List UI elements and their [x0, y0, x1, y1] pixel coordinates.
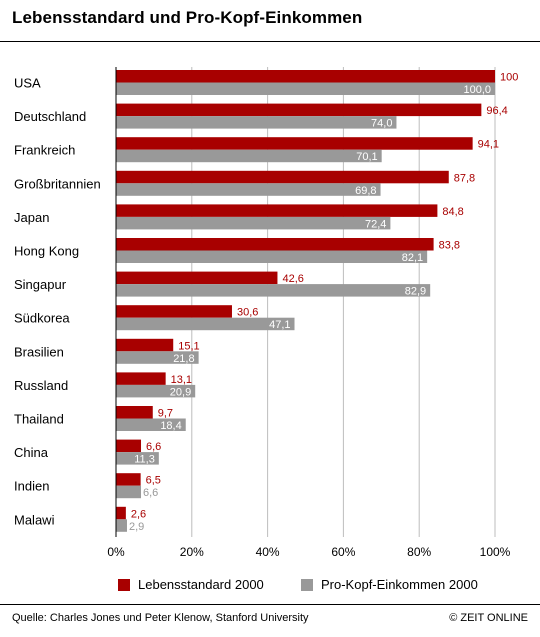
bar-einkommen-usa [116, 82, 495, 95]
bar-einkommen-sudkorea [116, 317, 295, 331]
category-label-malawi: Malawi [14, 512, 55, 527]
bar-einkommen-indien [116, 485, 142, 499]
bar-einkommen-thailand [116, 418, 186, 431]
legend-label-einkommen: Pro-Kopf-Einkommen 2000 [321, 577, 478, 592]
data-label-einkommen-hong-kong: 82,1 [402, 252, 423, 264]
data-label-einkommen-thailand: 18,4 [160, 420, 181, 432]
bar-lebensstandard-china [116, 439, 142, 453]
data-label-einkommen-frankreich: 70,1 [356, 151, 377, 163]
data-label-lebensstandard-deutschland: 96,4 [486, 105, 507, 117]
legend-swatch-einkommen [301, 579, 313, 591]
chart-title: Lebensstandard und Pro-Kopf-Einkommen [12, 8, 363, 27]
data-label-lebensstandard-grossbritannien: 87,8 [454, 172, 475, 184]
category-label-deutschland: Deutschland [14, 109, 86, 124]
bar-lebensstandard-sudkorea [116, 305, 232, 318]
bar-einkommen-malawi [116, 519, 127, 532]
bar-lebensstandard-thailand [116, 406, 153, 419]
data-label-einkommen-deutschland: 74,0 [371, 118, 392, 130]
data-label-einkommen-sudkorea: 47,1 [269, 319, 290, 331]
category-label-hong-kong: Hong Kong [14, 244, 79, 259]
x-tick-label: 20% [180, 545, 204, 559]
bar-einkommen-japan [116, 216, 391, 230]
bar-einkommen-grossbritannien [116, 183, 381, 196]
bar-lebensstandard-malawi [116, 506, 126, 520]
source-note: Quelle: Charles Jones und Peter Klenow, … [12, 612, 309, 624]
bar-lebensstandard-hong-kong [116, 238, 434, 251]
category-label-russland: Russland [14, 378, 68, 393]
bar-lebensstandard-usa [116, 70, 495, 83]
data-label-lebensstandard-usa: 100 [500, 72, 518, 84]
bar-chart: 0% 20% 40% 60% 80% 100% USA 100 100,0 Deutschland… [14, 67, 518, 559]
x-tick-label: 60% [331, 545, 355, 559]
data-label-einkommen-russland: 20,9 [170, 386, 191, 398]
data-label-lebensstandard-malawi: 2,6 [131, 508, 146, 520]
category-label-grossbritannien: Großbritannien [14, 176, 101, 191]
bar-einkommen-frankreich [116, 149, 382, 163]
data-label-lebensstandard-brasilien: 15,1 [178, 340, 199, 352]
x-tick-label: 80% [407, 545, 431, 559]
data-label-einkommen-usa: 100,0 [463, 84, 491, 96]
category-label-frankreich: Frankreich [14, 143, 75, 158]
x-tick-label: 0% [107, 545, 125, 559]
data-label-lebensstandard-singapur: 42,6 [282, 273, 303, 285]
bar-einkommen-russland [116, 384, 196, 398]
category-label-indien: Indien [14, 479, 49, 494]
data-label-lebensstandard-japan: 84,8 [442, 206, 463, 218]
category-label-sudkorea: Südkorea [14, 311, 70, 326]
data-label-einkommen-grossbritannien: 69,8 [355, 185, 376, 197]
copyright: © ZEIT ONLINE [449, 612, 528, 624]
data-label-einkommen-japan: 72,4 [365, 218, 386, 230]
bar-lebensstandard-brasilien [116, 338, 174, 352]
category-label-singapur: Singapur [14, 277, 67, 292]
x-tick-label: 100% [480, 545, 511, 559]
data-label-einkommen-malawi: 2,9 [129, 521, 144, 533]
data-label-lebensstandard-indien: 6,5 [146, 475, 161, 487]
bar-lebensstandard-deutschland [116, 103, 482, 117]
bar-lebensstandard-frankreich [116, 137, 473, 150]
data-label-einkommen-brasilien: 21,8 [173, 353, 194, 365]
category-label-usa: USA [14, 76, 41, 91]
data-label-lebensstandard-sudkorea: 30,6 [237, 307, 258, 319]
footer-rule [0, 604, 540, 605]
category-label-china: China [14, 445, 49, 460]
bar-lebensstandard-singapur [116, 271, 278, 285]
legend-swatch-lebensstandard [118, 579, 130, 591]
category-label-thailand: Thailand [14, 412, 64, 427]
bar-einkommen-singapur [116, 284, 431, 297]
data-label-lebensstandard-china: 6,6 [146, 441, 161, 453]
data-label-lebensstandard-hong-kong: 83,8 [439, 240, 460, 252]
bar-lebensstandard-grossbritannien [116, 170, 449, 184]
bar-lebensstandard-russland [116, 372, 166, 385]
title-rule [0, 41, 540, 42]
category-label-japan: Japan [14, 210, 49, 225]
bar-lebensstandard-indien [116, 473, 141, 486]
data-label-lebensstandard-russland: 13,1 [171, 374, 192, 386]
data-label-einkommen-china: 11,3 [134, 454, 155, 466]
data-label-lebensstandard-frankreich: 94,1 [478, 139, 499, 151]
bar-einkommen-china [116, 452, 159, 465]
x-tick-label: 40% [256, 545, 280, 559]
category-label-brasilien: Brasilien [14, 344, 64, 359]
bar-lebensstandard-japan [116, 204, 438, 217]
bar-einkommen-brasilien [116, 351, 199, 364]
data-label-einkommen-indien: 6,6 [143, 487, 158, 499]
data-label-lebensstandard-thailand: 9,7 [158, 408, 173, 420]
bar-einkommen-hong-kong [116, 250, 428, 263]
legend-label-lebensstandard: Lebensstandard 2000 [138, 577, 264, 592]
data-label-einkommen-singapur: 82,9 [405, 286, 426, 298]
bar-einkommen-deutschland [116, 116, 397, 129]
